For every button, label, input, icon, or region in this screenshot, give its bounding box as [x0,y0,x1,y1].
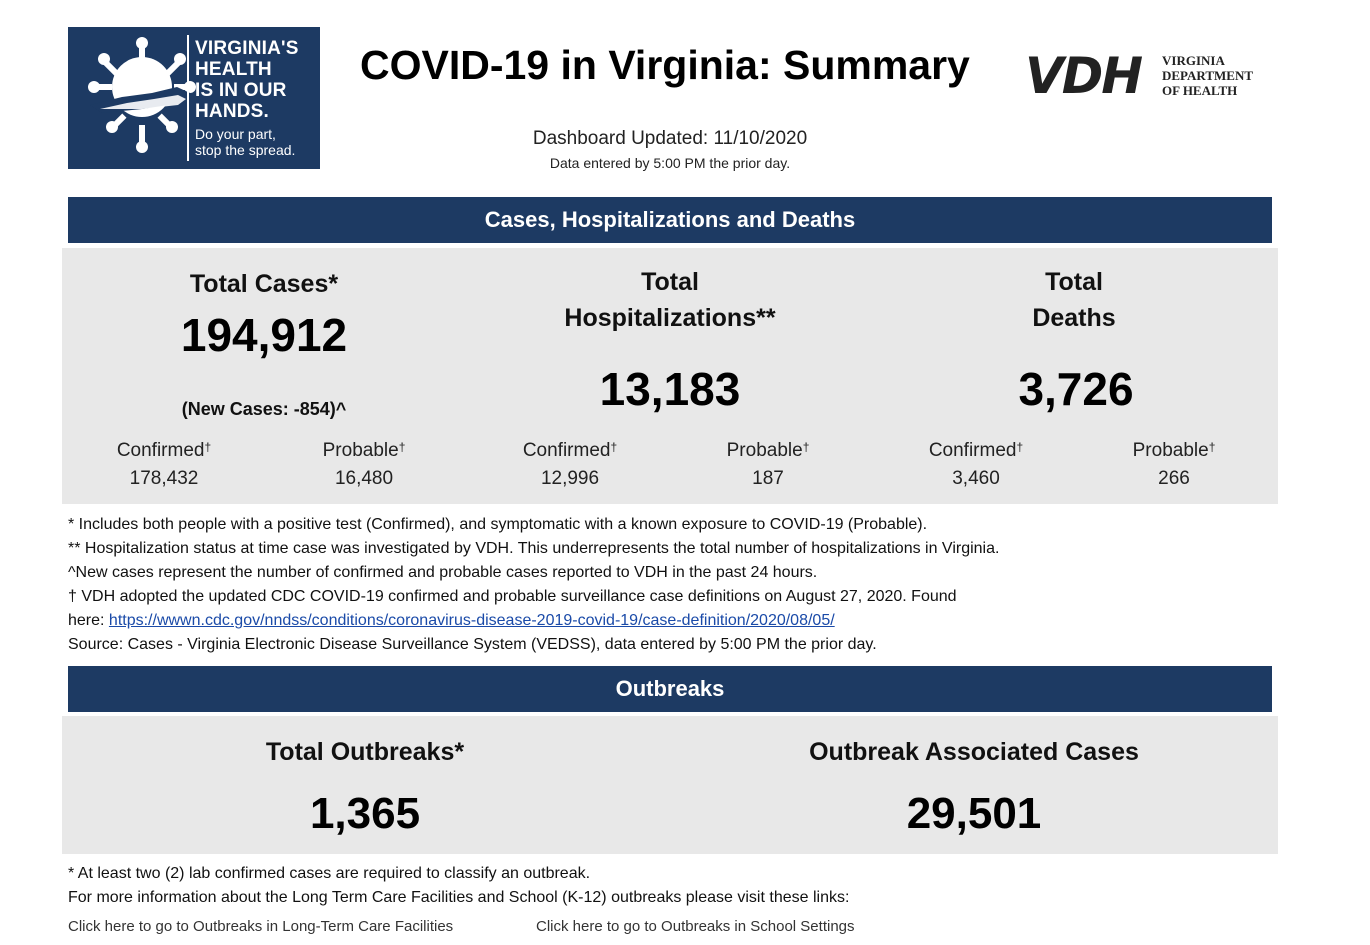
outbreak-associated-cases-value: 29,501 [906,789,1042,838]
footnote-case-definitions: † VDH adopted the updated CDC COVID-19 c… [68,588,957,605]
total-hospitalizations-value: 13,183 [599,363,741,415]
hosp-probable-label: Probable† [726,440,810,461]
cases-panel: Total Cases* 194,912 (New Cases: -854)^ … [62,248,1278,504]
footnote-outbreak-links-intro: For more information about the Long Term… [68,889,850,906]
ltcf-outbreaks-link[interactable]: Click here to go to Outbreaks in Long-Te… [68,918,454,935]
vdh-mark: VDH [1025,47,1143,105]
footnote-outbreak-definition: * At least two (2) lab confirmed cases a… [68,865,591,882]
cases-probable-value: 16,480 [334,468,394,489]
total-deaths-label: Total Deaths [1032,268,1116,332]
deaths-probable-label: Probable† [1132,440,1216,461]
total-cases-value: 194,912 [180,309,348,361]
outbreak-footnotes: * At least two (2) lab confirmed cases a… [68,862,1288,910]
deaths-confirmed-label: Confirmed† [928,440,1024,461]
dashboard-updated: Dashboard Updated: 11/10/2020 [532,128,808,149]
hosp-probable-value: 187 [752,468,784,489]
hosp-confirmed-value: 12,996 [540,468,600,489]
outbreak-associated-cases-label: Outbreak Associated Cases [809,738,1139,766]
outbreaks-panel: Total Outbreaks* 1,365 Outbreak Associat… [62,716,1278,854]
cases-probable-label: Probable† [322,440,406,461]
total-outbreaks-label: Total Outbreaks* [265,738,465,766]
total-deaths-value: 3,726 [1018,363,1134,415]
cdc-definition-link[interactable]: https://wwwn.cdc.gov/nndss/conditions/co… [108,612,835,629]
vdh-name: VIRGINIA DEPARTMENT OF HEALTH [1162,53,1254,98]
school-outbreaks-link[interactable]: Click here to go to Outbreaks in School … [536,918,855,935]
virginia-health-logo: VIRGINIA'S HEALTH IS IN OUR HANDS. Do yo… [68,27,320,169]
total-outbreaks-value: 1,365 [309,789,421,838]
footnote-hospitalizations: ** Hospitalization status at time case w… [68,540,1000,557]
total-hospitalizations-label: Total Hospitalizations** [564,268,776,332]
footnote-new-cases: ^New cases represent the number of confi… [68,564,818,581]
hosp-confirmed-label: Confirmed† [522,440,618,461]
new-cases-value: (New Cases: -854)^ [181,399,347,419]
footnote-cases: * Includes both people with a positive t… [68,516,928,533]
footnote-source: Source: Cases - Virginia Electronic Dise… [68,636,877,653]
cases-footnotes: * Includes both people with a positive t… [68,513,1288,657]
vdh-logo: VDH VIRGINIA DEPARTMENT OF HEALTH [1025,48,1265,108]
cases-confirmed-value: 178,432 [129,468,199,489]
logo-divider [187,35,189,161]
deaths-confirmed-value: 3,460 [952,468,1000,489]
section-header-outbreaks: Outbreaks [68,666,1272,712]
deaths-probable-value: 266 [1158,468,1190,489]
page-title: COVID-19 in Virginia: Summary [360,42,970,88]
logo-slogan: VIRGINIA'S HEALTH IS IN OUR HANDS. [195,38,299,122]
total-cases-label: Total Cases* [189,270,339,298]
section-header-cases: Cases, Hospitalizations and Deaths [68,197,1272,243]
data-entered-note: Data entered by 5:00 PM the prior day. [549,155,791,171]
cases-confirmed-label: Confirmed† [116,440,212,461]
logo-tagline: Do your part, stop the spread. [195,126,296,158]
footnote-link-row: here: https://wwwn.cdc.gov/nndss/conditi… [68,612,835,629]
